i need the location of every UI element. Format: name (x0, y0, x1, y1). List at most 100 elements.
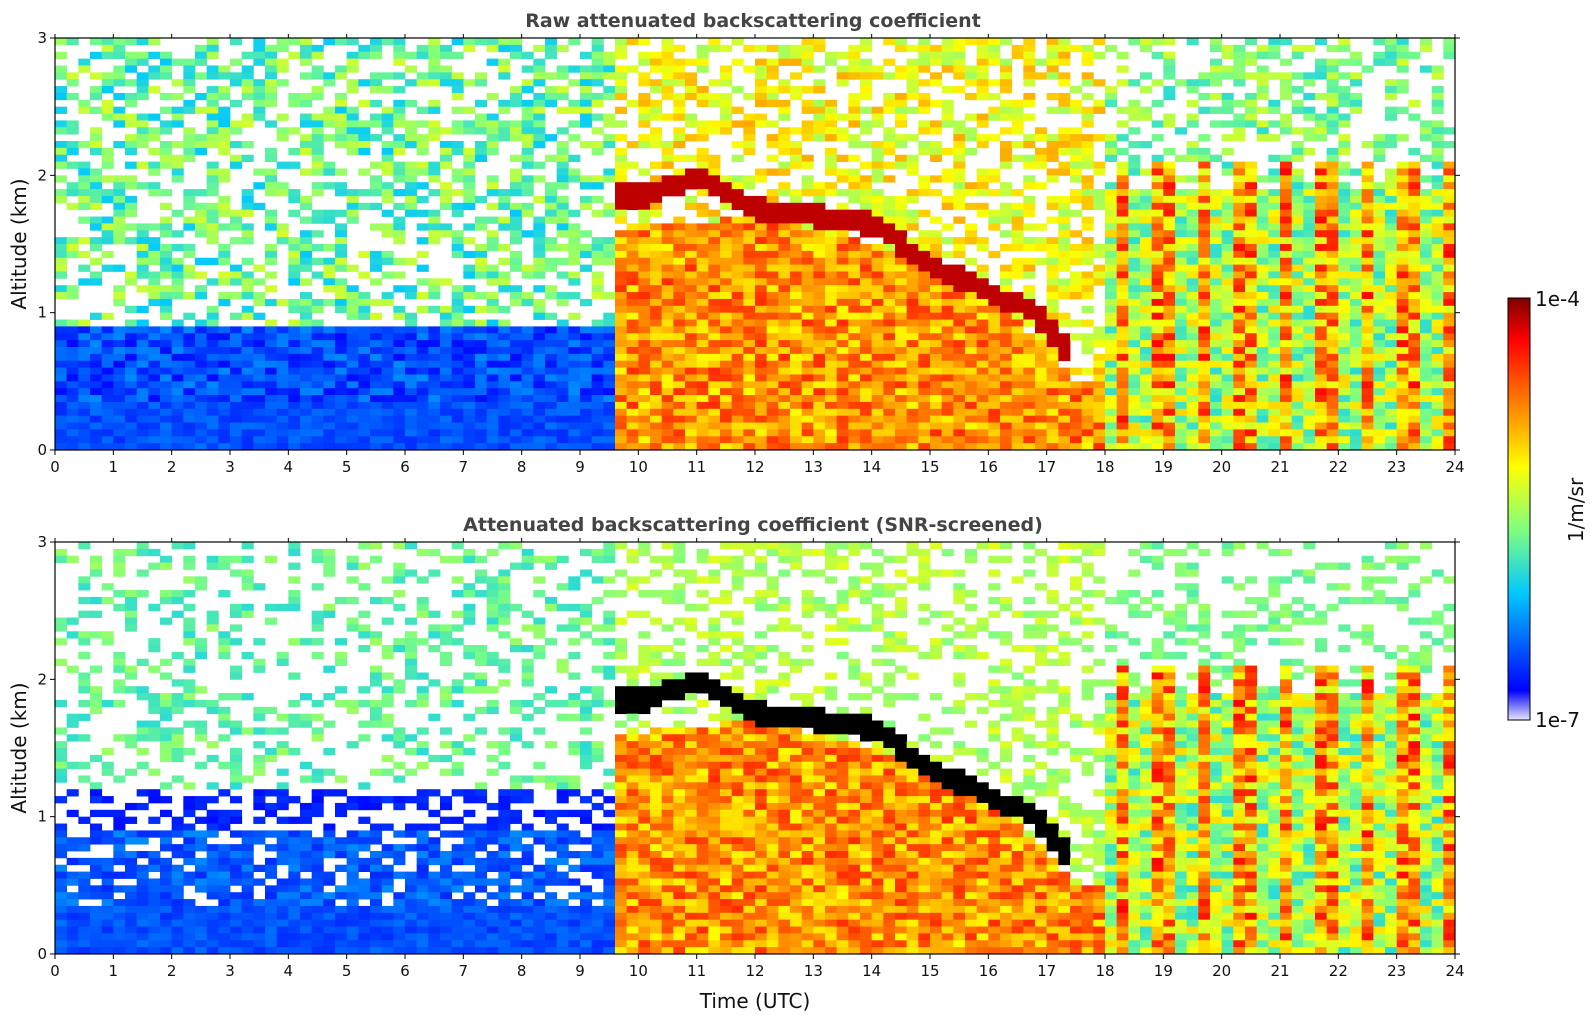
heatmap-cell (743, 347, 756, 355)
heatmap-cell (393, 161, 406, 169)
heatmap-cell (1000, 436, 1013, 444)
heatmap-cell (533, 237, 546, 245)
heatmap-cell (311, 367, 324, 375)
heatmap-cell (1186, 38, 1199, 46)
heatmap-cell (883, 134, 896, 142)
heatmap-cell (486, 264, 499, 272)
heatmap-cell (1315, 230, 1328, 238)
heatmap-cell (1093, 79, 1106, 87)
heatmap-cell (463, 326, 476, 334)
heatmap-cell (1070, 141, 1083, 149)
heatmap-cell (813, 250, 826, 259)
heatmap-cell (1291, 106, 1304, 114)
heatmap-cell (1280, 381, 1293, 389)
heatmap-cell (1011, 333, 1024, 341)
heatmap-cell (230, 141, 243, 149)
heatmap-cell (801, 278, 814, 286)
heatmap-cell (650, 99, 663, 108)
heatmap-cell (603, 209, 616, 217)
heatmap-cell (451, 86, 464, 94)
heatmap-cell (1326, 92, 1339, 101)
heatmap-cell (685, 436, 698, 444)
heatmap-cell (638, 360, 651, 368)
heatmap-cell (276, 230, 289, 238)
heatmap-cell (1268, 278, 1281, 286)
heatmap-cell (1163, 51, 1176, 59)
heatmap-cell (183, 388, 196, 396)
heatmap-cell (346, 360, 359, 368)
heatmap-cell (1326, 264, 1339, 272)
heatmap-cell (241, 113, 254, 121)
heatmap-cell (545, 237, 558, 245)
heatmap-cell (241, 51, 254, 59)
heatmap-cell (941, 99, 954, 108)
heatmap-cell (626, 305, 639, 314)
heatmap-cell (78, 175, 91, 183)
heatmap-cell (1093, 134, 1106, 142)
heatmap-cell (78, 141, 91, 149)
heatmap-cell (685, 367, 698, 375)
heatmap-cell (650, 415, 663, 423)
heatmap-cell (55, 360, 68, 368)
heatmap-cell (206, 367, 219, 375)
heatmap-cell (720, 271, 733, 279)
heatmap-cell (451, 367, 464, 375)
heatmap-cell (218, 271, 231, 279)
heatmap-cell (206, 127, 219, 135)
heatmap-cell (55, 388, 68, 396)
heatmap-cell (743, 401, 756, 410)
heatmap-cell (346, 408, 359, 417)
heatmap-cell (755, 388, 768, 396)
heatmap-cell (393, 168, 406, 176)
heatmap-cell (638, 298, 651, 307)
heatmap-cell (1116, 312, 1129, 320)
heatmap-cell (638, 113, 651, 121)
heatmap-cell (440, 367, 453, 375)
heatmap-cell (475, 353, 488, 362)
heatmap-cell (288, 436, 301, 444)
heatmap-cell (276, 429, 289, 437)
heatmap-cell (1151, 154, 1164, 162)
heatmap-cell (988, 408, 1001, 417)
heatmap-cell (90, 271, 103, 279)
heatmap-cell (778, 79, 791, 87)
heatmap-cell (1315, 244, 1328, 252)
heatmap-cell (743, 443, 756, 451)
heatmap-cell (1011, 271, 1024, 279)
heatmap-cell (918, 367, 931, 375)
heatmap-cell (1093, 353, 1106, 362)
heatmap-cell (55, 257, 68, 265)
heatmap-cell (1233, 278, 1246, 286)
heatmap-cell (1023, 381, 1036, 389)
heatmap-cell (836, 422, 849, 430)
heatmap-cell (1151, 353, 1164, 362)
heatmap-cell (1186, 175, 1199, 183)
heatmap-cell (1163, 340, 1176, 348)
heatmap-cell (241, 65, 254, 73)
heatmap-cell (533, 127, 546, 135)
heatmap-cell (101, 237, 114, 245)
heatmap-cell (813, 278, 826, 286)
heatmap-cell (125, 415, 138, 423)
heatmap-cell (486, 401, 499, 410)
heatmap-cell (545, 134, 558, 142)
heatmap-cell (171, 154, 184, 162)
heatmap-cell (1128, 415, 1141, 423)
heatmap-cell (381, 257, 394, 265)
heatmap-cell (790, 360, 803, 368)
heatmap-cell (90, 182, 103, 190)
heatmap-cell (160, 347, 173, 355)
heatmap-cell (685, 237, 698, 245)
heatmap-cell (440, 401, 453, 410)
heatmap-cell (801, 353, 814, 362)
heatmap-cell (766, 353, 779, 362)
heatmap-cell (1291, 347, 1304, 355)
heatmap-cell (440, 189, 453, 197)
heatmap-cell (300, 92, 313, 101)
heatmap-cell (1268, 264, 1281, 272)
heatmap-cell (790, 305, 803, 314)
heatmap-cell (638, 195, 651, 204)
heatmap-cell (1128, 443, 1141, 451)
heatmap-cell (183, 202, 196, 211)
heatmap-cell (521, 333, 534, 341)
